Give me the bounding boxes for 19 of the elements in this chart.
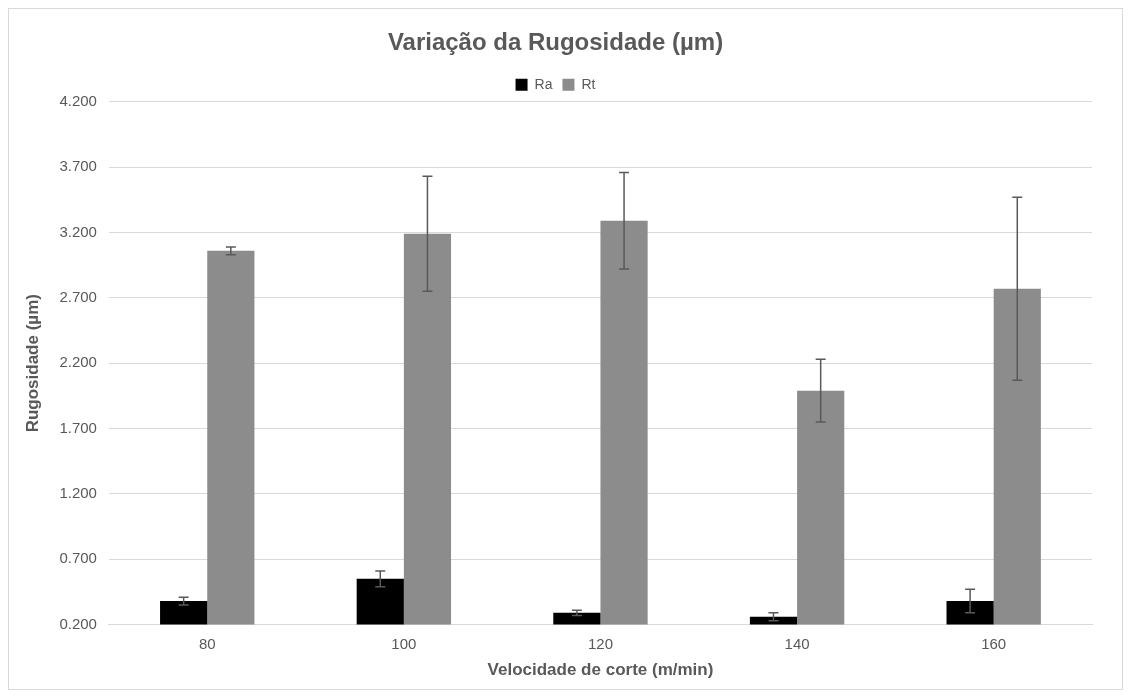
x-tick-label: 80 — [198, 634, 216, 652]
y-tick-label: 2.700 — [59, 287, 97, 305]
legend-label: Ra — [534, 75, 553, 92]
x-tick-label: 160 — [981, 634, 1007, 652]
y-tick-label: 3.700 — [59, 157, 97, 175]
y-tick-label: 0.200 — [59, 614, 97, 632]
y-tick-label: 2.200 — [59, 353, 97, 371]
x-tick-label: 120 — [587, 634, 613, 652]
y-tick-label: 0.700 — [59, 549, 97, 567]
legend-label: Rt — [581, 75, 596, 92]
y-axis-title: Rugosidade (µm) — [22, 294, 42, 433]
chart-title: Variação da Rugosidade (µm) — [387, 28, 724, 56]
y-tick-label: 3.200 — [59, 222, 97, 240]
x-tick-label: 100 — [391, 634, 417, 652]
y-tick-label: 4.200 — [59, 91, 97, 109]
x-tick-label: 140 — [784, 634, 810, 652]
y-tick-label: 1.200 — [59, 484, 97, 502]
x-axis-title: Velocidade de corte (m/min) — [487, 660, 714, 680]
y-tick-label: 1.700 — [59, 418, 97, 436]
